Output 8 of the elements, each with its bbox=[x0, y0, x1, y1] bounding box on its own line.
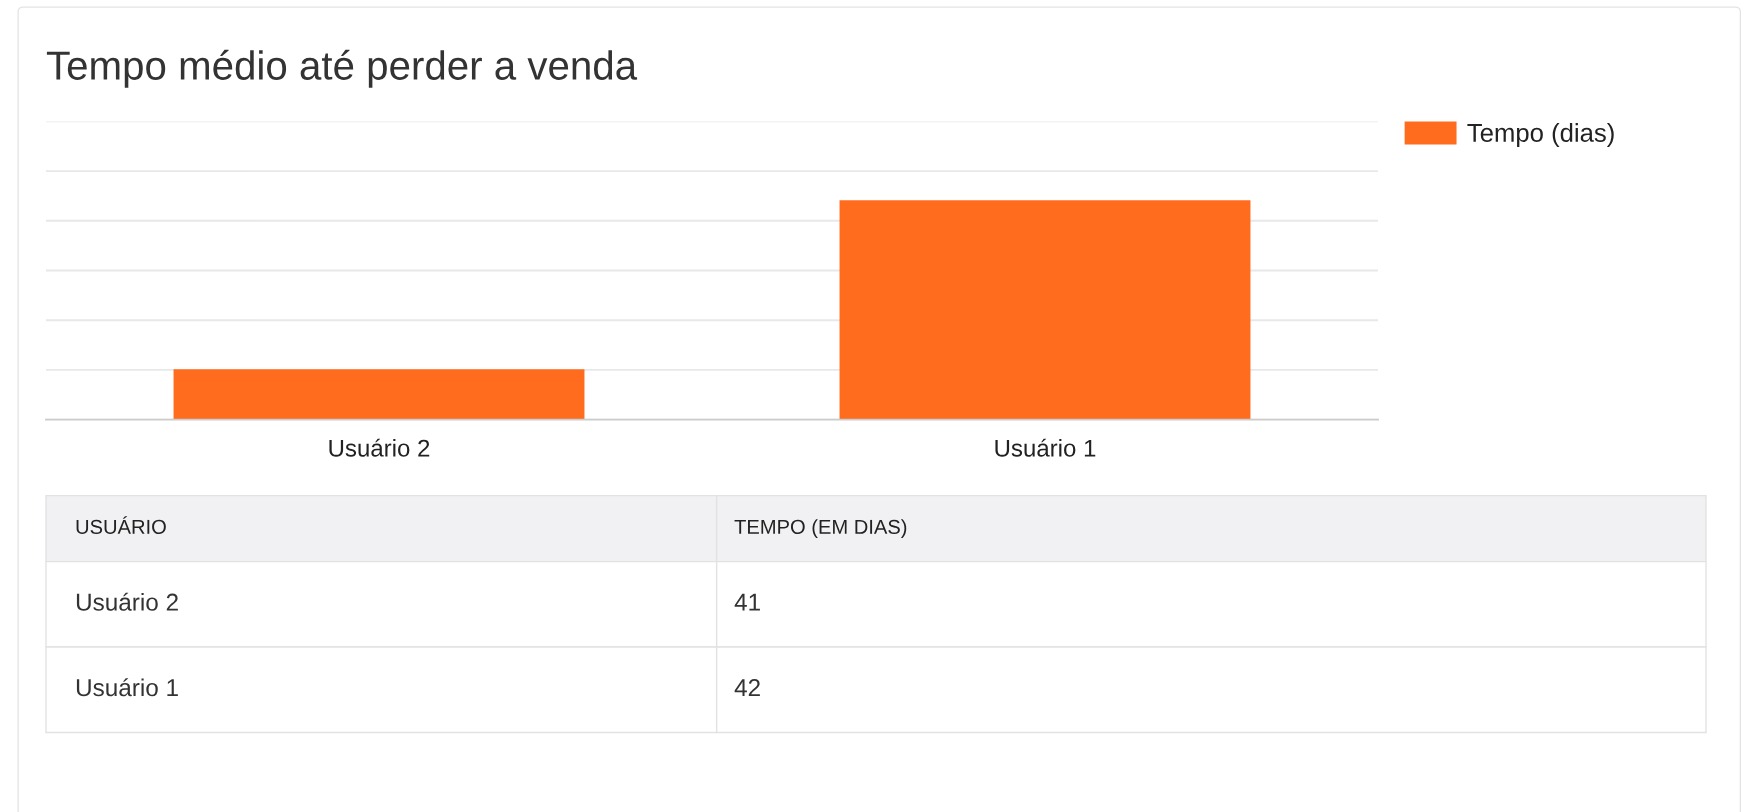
category-label: Usuário 2 bbox=[76, 592, 178, 611]
category-label: Usuário 1 bbox=[76, 678, 178, 697]
data-label: 41 bbox=[734, 593, 760, 611]
data-label: 42 bbox=[734, 679, 760, 697]
chart-title: Tempo médio até perder a venda bbox=[46, 49, 638, 88]
legend-label: Tempo (dias) bbox=[1467, 123, 1614, 148]
text: USUÁRIO bbox=[76, 516, 166, 534]
text: TEMPO (EM DIAS) bbox=[734, 519, 907, 538]
